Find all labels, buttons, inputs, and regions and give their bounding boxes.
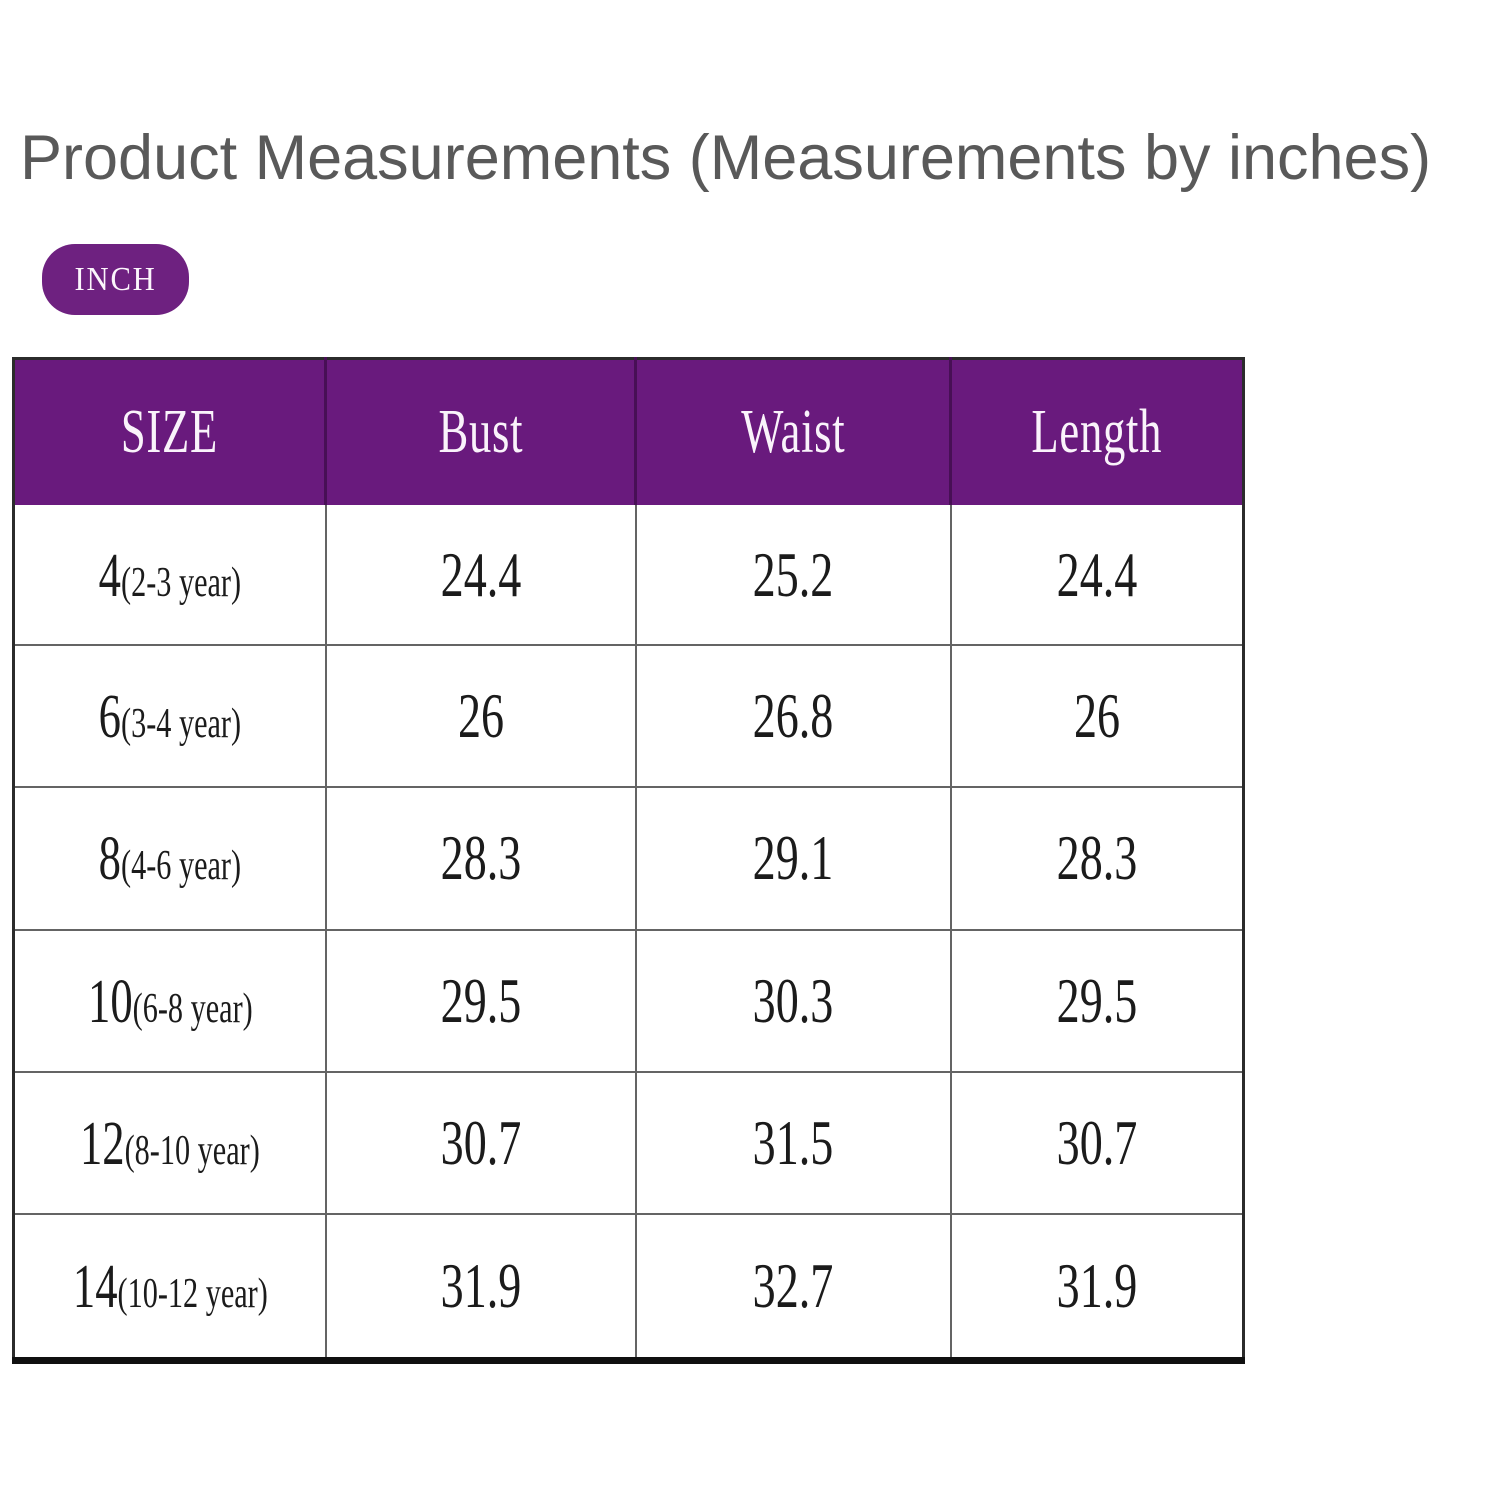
size-value: 6 (98, 683, 122, 752)
bust-cell: 31.9 (324, 1212, 637, 1362)
length-value: 30.7 (1056, 1106, 1138, 1178)
waist-value: 32.7 (752, 1249, 834, 1321)
waist-cell: 25.2 (634, 505, 952, 647)
length-value: 31.9 (1056, 1249, 1138, 1321)
waist-cell: 30.3 (634, 928, 952, 1073)
waist-value: 25.2 (752, 538, 834, 610)
waist-cell: 29.1 (634, 786, 952, 931)
length-cell: 24.4 (949, 505, 1245, 647)
table-row-size-4: 4(2-3 year) 24.4 25.2 24.4 (12, 505, 1245, 647)
bust-cell: 26 (324, 644, 637, 789)
column-header-length-label: Length (1031, 398, 1163, 466)
size-cell: 4(2-3 year) (12, 505, 327, 647)
bust-value: 30.7 (440, 1106, 522, 1178)
column-header-waist-label: Waist (741, 398, 846, 466)
table-row-size-14: 14(10-12 year) 31.9 32.7 31.9 (12, 1212, 1245, 1362)
size-age-range: (2-3 year) (121, 559, 242, 606)
size-value: 4 (98, 541, 122, 610)
waist-cell: 31.5 (634, 1070, 952, 1215)
bust-value: 24.4 (440, 538, 522, 610)
length-value: 26 (1073, 680, 1120, 752)
length-value: 24.4 (1056, 538, 1138, 610)
bust-cell: 24.4 (324, 505, 637, 647)
length-cell: 26 (949, 644, 1245, 789)
unit-badge: INCH (42, 244, 189, 315)
length-cell: 31.9 (949, 1212, 1245, 1362)
table-row-size-10: 10(6-8 year) 29.5 30.3 29.5 (12, 928, 1245, 1073)
size-value: 14 (72, 1252, 118, 1321)
size-age-range: (3-4 year) (121, 701, 242, 748)
size-table-body: 4(2-3 year) 24.4 25.2 24.4 6(3-4 year) 2… (12, 505, 1245, 1362)
length-cell: 29.5 (949, 928, 1245, 1073)
size-value: 12 (80, 1109, 125, 1178)
waist-value: 30.3 (752, 964, 834, 1036)
length-cell: 30.7 (949, 1070, 1245, 1215)
size-cell: 6(3-4 year) (12, 644, 327, 789)
bust-value: 31.9 (440, 1249, 522, 1321)
length-value: 28.3 (1056, 822, 1138, 894)
size-age-range: (6-8 year) (132, 985, 253, 1032)
size-cell: 14(10-12 year) (12, 1212, 327, 1362)
table-row-size-12: 12(8-10 year) 30.7 31.5 30.7 (12, 1070, 1245, 1215)
size-age-range: (4-6 year) (121, 843, 242, 890)
bust-cell: 28.3 (324, 786, 637, 931)
size-value: 8 (98, 825, 122, 894)
length-value: 29.5 (1056, 964, 1138, 1036)
waist-cell: 32.7 (634, 1212, 952, 1362)
column-header-size: SIZE (13, 358, 326, 505)
bust-value: 29.5 (440, 964, 522, 1036)
column-header-length: Length (949, 358, 1244, 505)
waist-value: 29.1 (752, 822, 834, 894)
table-row-size-8: 8(4-6 year) 28.3 29.1 28.3 (12, 786, 1245, 931)
size-age-range: (10-12 year) (117, 1270, 268, 1317)
size-chart-table: SIZE Bust Waist Length 4(2-3 year) 24.4 … (12, 357, 1245, 1364)
column-header-bust-label: Bust (438, 398, 524, 466)
bust-cell: 30.7 (324, 1070, 637, 1215)
header-row: SIZE Bust Waist Length (13, 358, 1244, 505)
size-cell: 12(8-10 year) (12, 1070, 327, 1215)
bust-value: 26 (457, 680, 504, 752)
waist-value: 31.5 (752, 1106, 834, 1178)
column-header-size-label: SIZE (121, 398, 219, 466)
bust-value: 28.3 (440, 822, 522, 894)
size-cell: 8(4-6 year) (12, 786, 327, 931)
size-chart-table-container: SIZE Bust Waist Length 4(2-3 year) 24.4 … (12, 357, 1245, 1364)
bust-cell: 29.5 (324, 928, 637, 1073)
column-header-bust: Bust (324, 358, 636, 505)
waist-value: 26.8 (752, 680, 834, 752)
size-age-range: (8-10 year) (124, 1127, 260, 1174)
waist-cell: 26.8 (634, 644, 952, 789)
unit-badge-label: INCH (74, 260, 157, 298)
table-row-size-6: 6(3-4 year) 26 26.8 26 (12, 644, 1245, 789)
column-header-waist: Waist (634, 358, 951, 505)
size-cell: 10(6-8 year) (12, 928, 327, 1073)
size-value: 10 (87, 967, 133, 1036)
page-title: Product Measurements (Measurements by in… (20, 123, 1432, 193)
length-cell: 28.3 (949, 786, 1245, 931)
